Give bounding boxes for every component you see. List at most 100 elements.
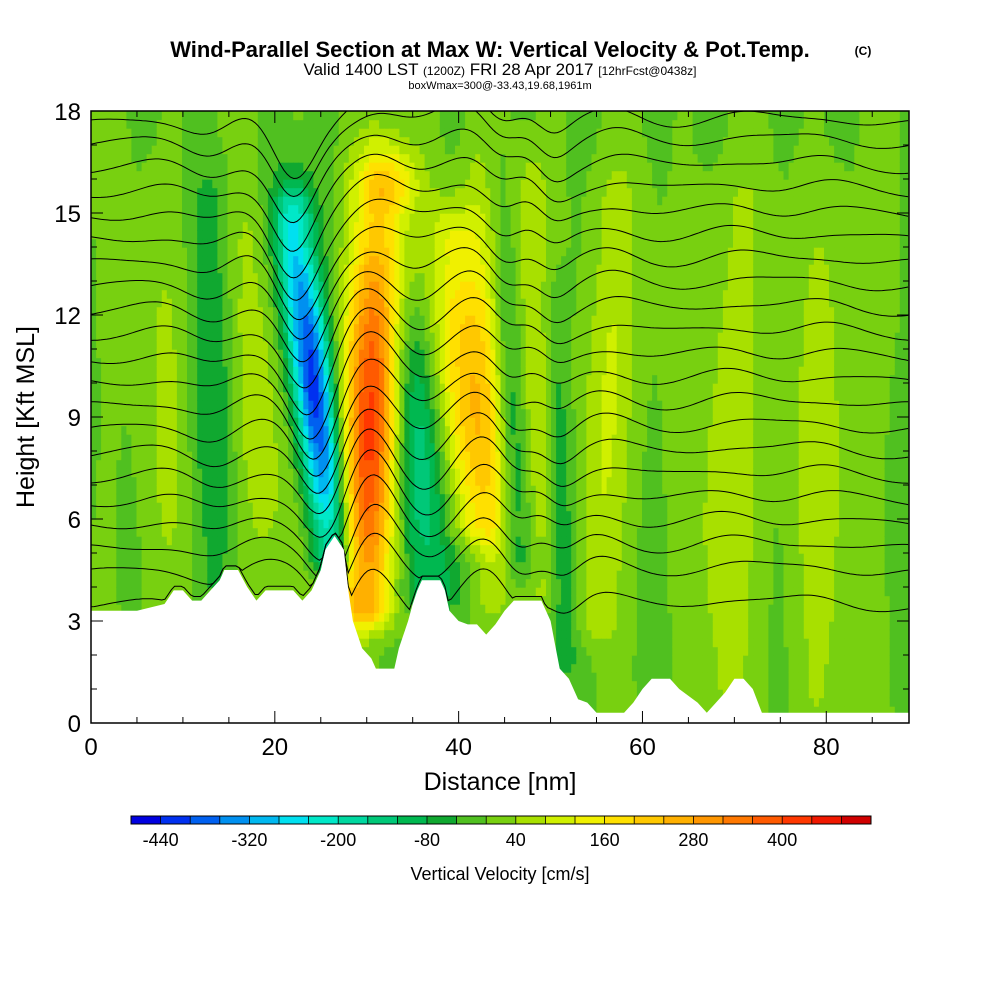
velocity-cell [146,451,153,461]
velocity-cell [91,570,97,580]
velocity-cell [293,221,299,231]
velocity-cell [358,629,365,639]
velocity-cell [96,145,102,155]
velocity-cell [121,485,128,495]
velocity-cell [267,485,274,495]
velocity-cell [146,510,153,520]
velocity-cell [121,187,128,197]
velocity-cell [106,476,112,486]
velocity-cell [298,340,305,350]
velocity-cell [308,204,315,214]
velocity-cell [333,434,340,444]
velocity-cell [364,145,370,155]
velocity-cell [222,527,229,537]
velocity-cell [313,527,320,537]
velocity-cell [374,119,380,129]
velocity-cell [343,425,350,435]
velocity-cell [237,153,244,163]
velocity-cell [384,425,390,435]
velocity-cell [333,315,340,325]
velocity-cell [303,153,310,163]
velocity-cell [384,340,390,350]
velocity-cell [182,527,188,537]
velocity-cell [267,459,274,469]
velocity-cell [348,162,355,172]
velocity-cell [257,561,264,571]
velocity-cell [171,111,178,121]
velocity-cell [91,391,97,401]
velocity-cell [171,281,178,291]
velocity-cell [288,111,294,121]
velocity-cell [187,510,193,520]
velocity-cell [202,323,208,333]
velocity-cell [192,485,198,495]
velocity-cell [202,425,208,435]
velocity-cell [247,400,254,410]
velocity-cell [394,459,401,469]
velocity-cell [192,247,198,257]
velocity-cell [222,179,229,189]
velocity-cell [136,153,143,163]
velocity-cell [288,230,294,240]
velocity-cell [419,468,426,478]
velocity-cell [333,510,340,520]
velocity-cell [343,332,350,342]
velocity-cell [389,119,395,129]
velocity-cell [146,221,153,231]
velocity-cell [212,315,219,325]
velocity-cell [242,315,249,325]
velocity-cell [141,264,148,274]
velocity-cell [151,485,158,495]
velocity-cell [111,485,117,495]
velocity-cell [374,417,380,427]
velocity-cell [111,400,117,410]
velocity-cell [141,400,148,410]
velocity-cell [348,306,355,316]
velocity-cell [116,323,123,333]
velocity-cell [202,366,208,376]
velocity-cell [237,247,244,257]
velocity-cell [217,272,224,282]
velocity-cell [414,485,421,495]
velocity-cell [364,646,370,656]
velocity-cell [257,119,264,129]
velocity-cell [141,357,148,367]
velocity-cell [151,570,158,580]
velocity-cell [369,434,375,444]
velocity-cell [364,502,370,512]
velocity-cell [171,485,178,495]
velocity-cell [212,170,219,180]
velocity-cell [111,264,117,274]
velocity-cell [379,247,385,257]
velocity-cell [364,221,370,231]
velocity-cell [166,145,173,155]
velocity-cell [192,196,198,206]
velocity-cell [247,561,254,571]
velocity-cell [182,298,188,308]
velocity-cell [237,459,244,469]
velocity-cell [298,136,305,146]
velocity-cell [151,264,158,274]
velocity-cell [91,204,97,214]
velocity-cell [96,187,102,197]
velocity-cell [217,230,224,240]
velocity-cell [434,519,441,529]
velocity-cell [207,230,214,240]
velocity-cell [409,510,416,520]
velocity-cell [111,434,117,444]
velocity-cell [151,349,158,359]
velocity-cell [121,230,128,240]
velocity-cell [273,527,279,537]
velocity-cell [394,247,401,257]
velocity-cell [348,434,355,444]
velocity-cell [379,510,385,520]
velocity-cell [101,383,107,393]
velocity-cell [232,485,239,495]
velocity-cell [323,485,330,495]
velocity-cell [151,519,158,529]
velocity-cell [96,289,102,299]
velocity-cell [313,468,320,478]
velocity-cell [404,468,411,478]
velocity-cell [187,578,193,588]
velocity-cell [207,578,214,588]
